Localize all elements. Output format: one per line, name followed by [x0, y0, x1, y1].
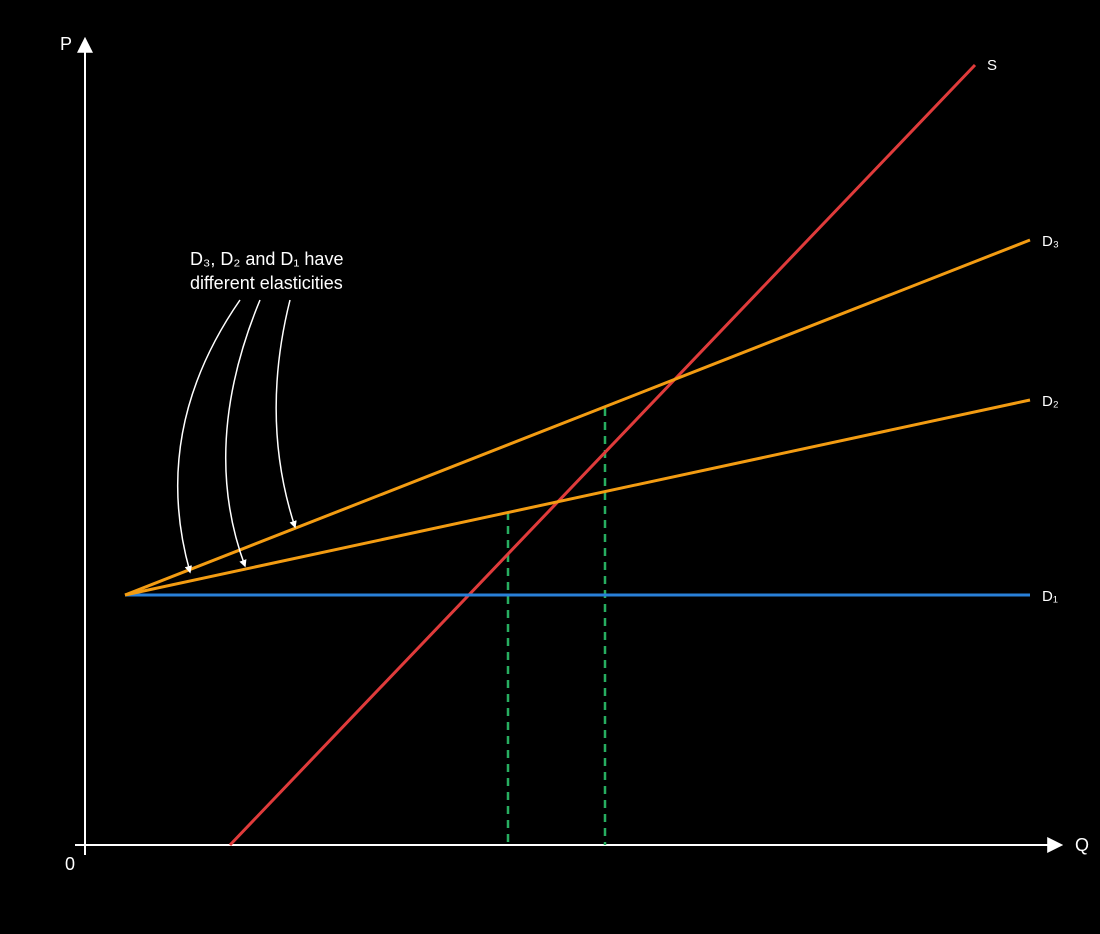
demand-1-label: D₁	[1042, 588, 1058, 605]
annotation-text-line-1: D₃, D₂ and D₁ have	[190, 249, 343, 269]
supply-curve	[230, 65, 975, 845]
x-axis-label: Q	[1075, 835, 1089, 855]
demand-2-label: D₂	[1042, 393, 1059, 410]
demand-curve-2	[125, 400, 1030, 595]
origin-label: 0	[65, 854, 75, 874]
annotation-arrow-3	[276, 300, 295, 527]
demand-curve-3	[125, 240, 1030, 595]
y-axis-label: P	[60, 34, 72, 54]
annotation-arrow-1	[178, 300, 240, 572]
supply-label: S	[987, 57, 997, 74]
annotation-arrow-2	[226, 300, 260, 566]
economics-diagram: Q P 0 S D₁ D₂ D₃ D₃, D₂ and D₁ have different el…	[0, 0, 1100, 934]
demand-3-label: D₃	[1042, 233, 1059, 250]
annotation-text-line-2: different elasticities	[190, 273, 343, 293]
